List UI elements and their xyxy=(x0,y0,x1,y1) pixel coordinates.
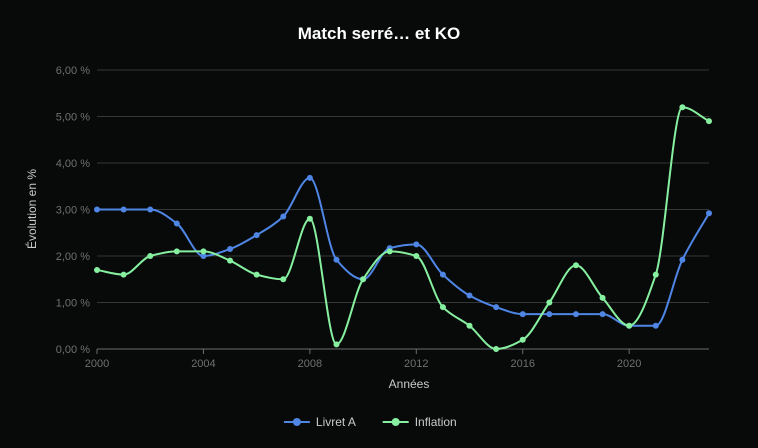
data-point[interactable] xyxy=(280,213,287,220)
data-point[interactable] xyxy=(572,262,579,269)
data-point[interactable] xyxy=(493,304,500,311)
y-tick-label: 1,00 % xyxy=(56,298,90,310)
data-point[interactable] xyxy=(599,311,606,318)
data-point[interactable] xyxy=(147,206,154,213)
data-point[interactable] xyxy=(306,215,313,222)
data-point[interactable] xyxy=(253,271,260,278)
y-tick-label: 5,00 % xyxy=(56,112,90,124)
y-axis-ticks: 0,00 % 1,00 % 2,00 % 3,00 % 4,00 % 5,00 % 6,00… xyxy=(56,65,90,356)
data-point[interactable] xyxy=(173,220,180,227)
data-point[interactable] xyxy=(94,206,100,213)
x-axis-title: Années xyxy=(389,377,430,391)
y-tick-label: 4,00 % xyxy=(56,158,90,170)
x-tick-label: 2000 xyxy=(85,358,109,370)
x-tick-label: 2016 xyxy=(510,358,534,370)
data-point[interactable] xyxy=(413,241,420,248)
grid-lines xyxy=(97,69,709,350)
data-point[interactable] xyxy=(253,232,260,239)
data-point[interactable] xyxy=(546,311,553,318)
data-point[interactable] xyxy=(333,341,340,348)
y-tick-label: 6,00 % xyxy=(56,65,90,77)
data-point[interactable] xyxy=(147,253,154,259)
x-axis-ticks: 2000 2004 2008 2012 2016 2020 xyxy=(85,349,641,370)
data-point[interactable] xyxy=(599,294,606,301)
data-point[interactable] xyxy=(679,256,686,263)
chart-title: Match serré… et KO xyxy=(298,24,461,43)
x-tick-label: 2012 xyxy=(404,358,428,370)
data-point[interactable] xyxy=(120,206,127,213)
data-point[interactable] xyxy=(652,271,659,278)
data-point[interactable] xyxy=(519,336,526,343)
data-point[interactable] xyxy=(306,174,313,181)
x-tick-label: 2004 xyxy=(191,358,215,370)
x-tick-label: 2020 xyxy=(617,358,641,370)
data-point[interactable] xyxy=(652,322,659,329)
data-point[interactable] xyxy=(493,346,500,352)
data-point[interactable] xyxy=(200,248,207,255)
y-tick-label: 2,00 % xyxy=(56,251,90,263)
data-point[interactable] xyxy=(120,271,127,278)
y-axis-title: Évolution en % xyxy=(24,169,39,249)
data-point[interactable] xyxy=(227,246,234,253)
legend: Livret A Inflation xyxy=(283,415,457,429)
data-point[interactable] xyxy=(706,118,712,125)
legend-marker xyxy=(391,418,400,426)
data-point[interactable] xyxy=(679,104,686,111)
data-point[interactable] xyxy=(439,304,446,311)
x-tick-label: 2008 xyxy=(298,358,322,370)
legend-item[interactable]: Inflation xyxy=(382,415,457,429)
data-point[interactable] xyxy=(413,253,420,259)
data-point[interactable] xyxy=(360,276,367,283)
series-line xyxy=(96,106,710,351)
legend-label: Livret A xyxy=(316,415,356,429)
data-point[interactable] xyxy=(626,322,633,329)
series-inflation xyxy=(94,104,712,352)
data-point[interactable] xyxy=(227,257,234,264)
data-point[interactable] xyxy=(706,210,712,217)
y-tick-label: 3,00 % xyxy=(56,205,90,217)
data-point[interactable] xyxy=(572,311,579,318)
data-point[interactable] xyxy=(519,311,526,318)
series-group xyxy=(94,104,712,352)
data-point[interactable] xyxy=(466,322,473,329)
legend-marker xyxy=(292,418,301,426)
data-point[interactable] xyxy=(466,292,473,299)
data-point[interactable] xyxy=(94,266,100,273)
series-livret-a xyxy=(94,174,712,329)
data-point[interactable] xyxy=(386,248,393,255)
legend-item[interactable]: Livret A xyxy=(283,415,356,429)
data-point[interactable] xyxy=(439,271,446,278)
data-point[interactable] xyxy=(546,299,553,306)
data-point[interactable] xyxy=(173,248,180,255)
data-point[interactable] xyxy=(280,276,287,283)
legend-label: Inflation xyxy=(415,415,457,429)
y-tick-label: 0,00 % xyxy=(56,344,90,356)
data-point[interactable] xyxy=(200,253,207,259)
data-point[interactable] xyxy=(333,256,340,263)
